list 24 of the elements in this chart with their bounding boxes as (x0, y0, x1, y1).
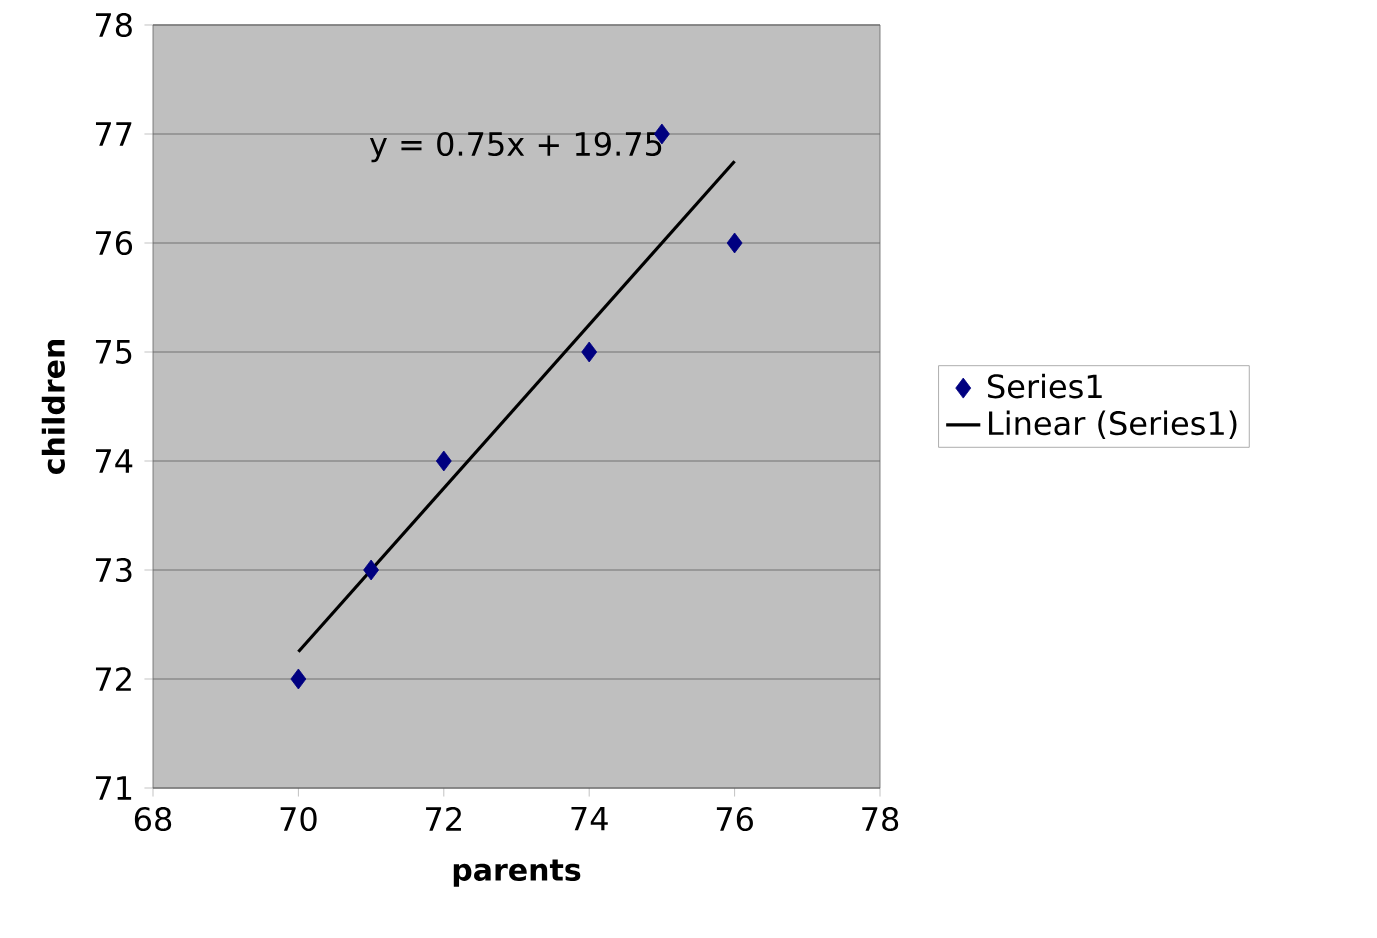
x-tick-label: 76 (716, 806, 753, 832)
y-tick-label: 71 (95, 776, 132, 800)
legend-label: Linear (Series1) (989, 410, 1237, 440)
y-tick-label: 72 (95, 667, 131, 691)
y-tick-label: 75 (95, 340, 132, 364)
y-tick-label: 77 (95, 122, 132, 146)
x-tick-label: 68 (134, 806, 172, 832)
annotation: y = 0.75x + 19.75 (369, 131, 662, 163)
y-tick-label: 76 (95, 230, 133, 256)
point (435, 450, 452, 472)
point (363, 559, 379, 581)
x-tick-label: 78 (862, 806, 899, 832)
y-axis-title: children (41, 339, 65, 475)
x-tick-label: 74 (571, 806, 608, 831)
point (290, 668, 307, 690)
y-tick-label: 73 (95, 557, 132, 583)
legend-label: Series1 (988, 373, 1102, 399)
point (726, 232, 743, 254)
x-axis-title: parents (453, 859, 581, 887)
x-tick-label: 70 (280, 806, 317, 832)
x-tick-label: 72 (426, 806, 461, 831)
point (581, 341, 598, 363)
y-tick-label: 78 (95, 12, 132, 38)
y-tick-label: 74 (95, 449, 133, 473)
